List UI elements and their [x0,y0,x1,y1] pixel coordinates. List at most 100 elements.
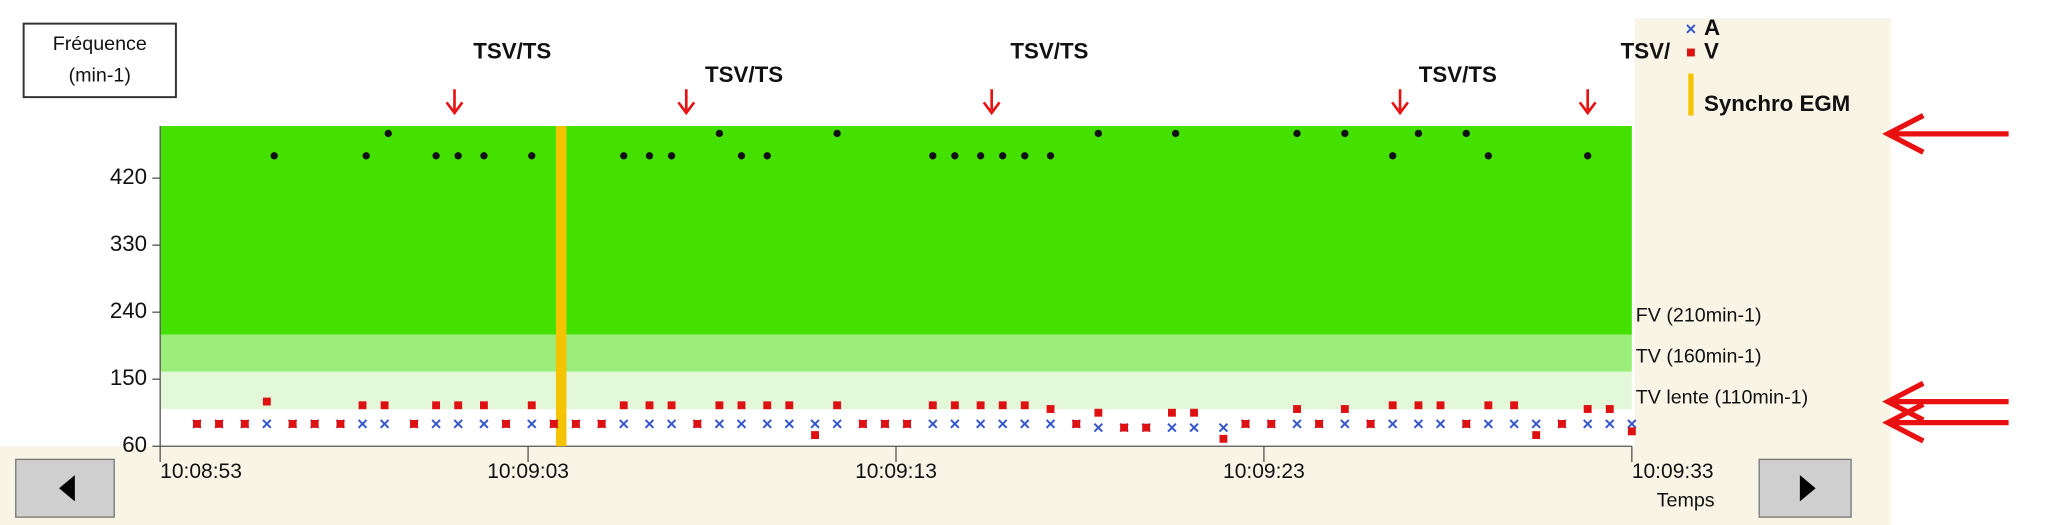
point [527,401,536,410]
point [1219,434,1228,443]
x-tick-label: 10:09:03 [487,460,569,483]
point [928,419,938,429]
arrow-head [1578,101,1597,116]
square [1340,405,1349,413]
square [1315,419,1324,428]
left-arrow-icon [59,475,75,502]
square [358,401,367,410]
square [1094,408,1103,417]
dot [270,152,278,160]
square [1219,434,1228,443]
square [976,401,985,410]
dot [763,152,771,160]
annotation-label: TSV/TS [473,38,551,63]
square [785,401,794,410]
point [1510,401,1519,410]
square [479,401,488,410]
point [1389,152,1397,160]
point [762,419,772,429]
point [1414,129,1423,138]
x-stroke [1413,419,1424,429]
square [1267,419,1276,428]
x-stroke [1045,419,1056,429]
point [1142,423,1151,432]
square [1190,408,1198,417]
square [619,401,628,410]
annotation-label: TSV/TS [1010,38,1088,63]
legend-marker [1686,48,1695,57]
square [1557,419,1566,428]
x-stroke [1388,419,1398,429]
dot [929,152,937,160]
point [357,419,368,429]
arrow-head [982,101,1001,116]
square [1293,405,1301,413]
point [1292,419,1302,429]
annotation-label: TSV/TS [1419,62,1497,87]
legend-marker [1686,24,1696,34]
point [1167,422,1177,433]
point [1021,152,1029,160]
point [1413,419,1424,429]
y-tick-label: 330 [110,231,147,256]
point [737,401,746,410]
dot [976,152,985,160]
point [667,152,676,160]
point [1584,152,1592,160]
dot [1341,129,1349,138]
dot [1293,129,1301,138]
plot: FV (210min-1) TV (160min-1) TV lente (110m… [110,126,1808,483]
x-stroke [1340,419,1350,429]
square [1046,405,1055,413]
y-tick-label: 240 [110,298,147,323]
legend-label: Synchro EGM [1704,91,1850,116]
scroll-left-button[interactable] [15,458,115,518]
point [832,419,842,429]
point [714,419,725,429]
square [215,419,223,428]
dot [362,152,370,160]
point [310,419,319,428]
y-tick-label: 150 [110,365,147,390]
point [384,129,392,138]
point [479,419,489,429]
dot [454,152,462,160]
square [1241,419,1250,428]
x-stroke [784,419,794,429]
x-stroke [975,419,986,429]
point [903,419,911,428]
x-stroke [1483,419,1493,429]
dot [528,152,536,160]
point [976,152,985,160]
point [1483,419,1493,429]
synchro-line [555,126,567,447]
square [1366,419,1375,428]
point [998,401,1007,410]
point [1531,419,1541,429]
x-stroke [832,419,842,429]
dot [1584,152,1592,160]
y-title: Fréquence [53,33,147,55]
x-stroke [619,419,629,429]
zone-label: TV (160min-1) [1636,346,1762,368]
square [310,419,319,428]
point [810,419,820,429]
point [928,401,937,410]
x-stroke [357,419,368,429]
square [1142,423,1151,432]
point [951,152,959,160]
point [1605,419,1615,429]
x-stroke [928,419,938,429]
annotation-arrow [1391,89,1409,116]
dot [951,152,959,160]
point [833,129,841,138]
point [715,129,724,138]
square [193,419,201,428]
square [693,419,702,428]
point [1388,419,1398,429]
square [1414,401,1423,410]
x-stroke [262,419,272,429]
point [1340,405,1349,413]
dot [1171,129,1180,138]
zone [160,371,1632,410]
